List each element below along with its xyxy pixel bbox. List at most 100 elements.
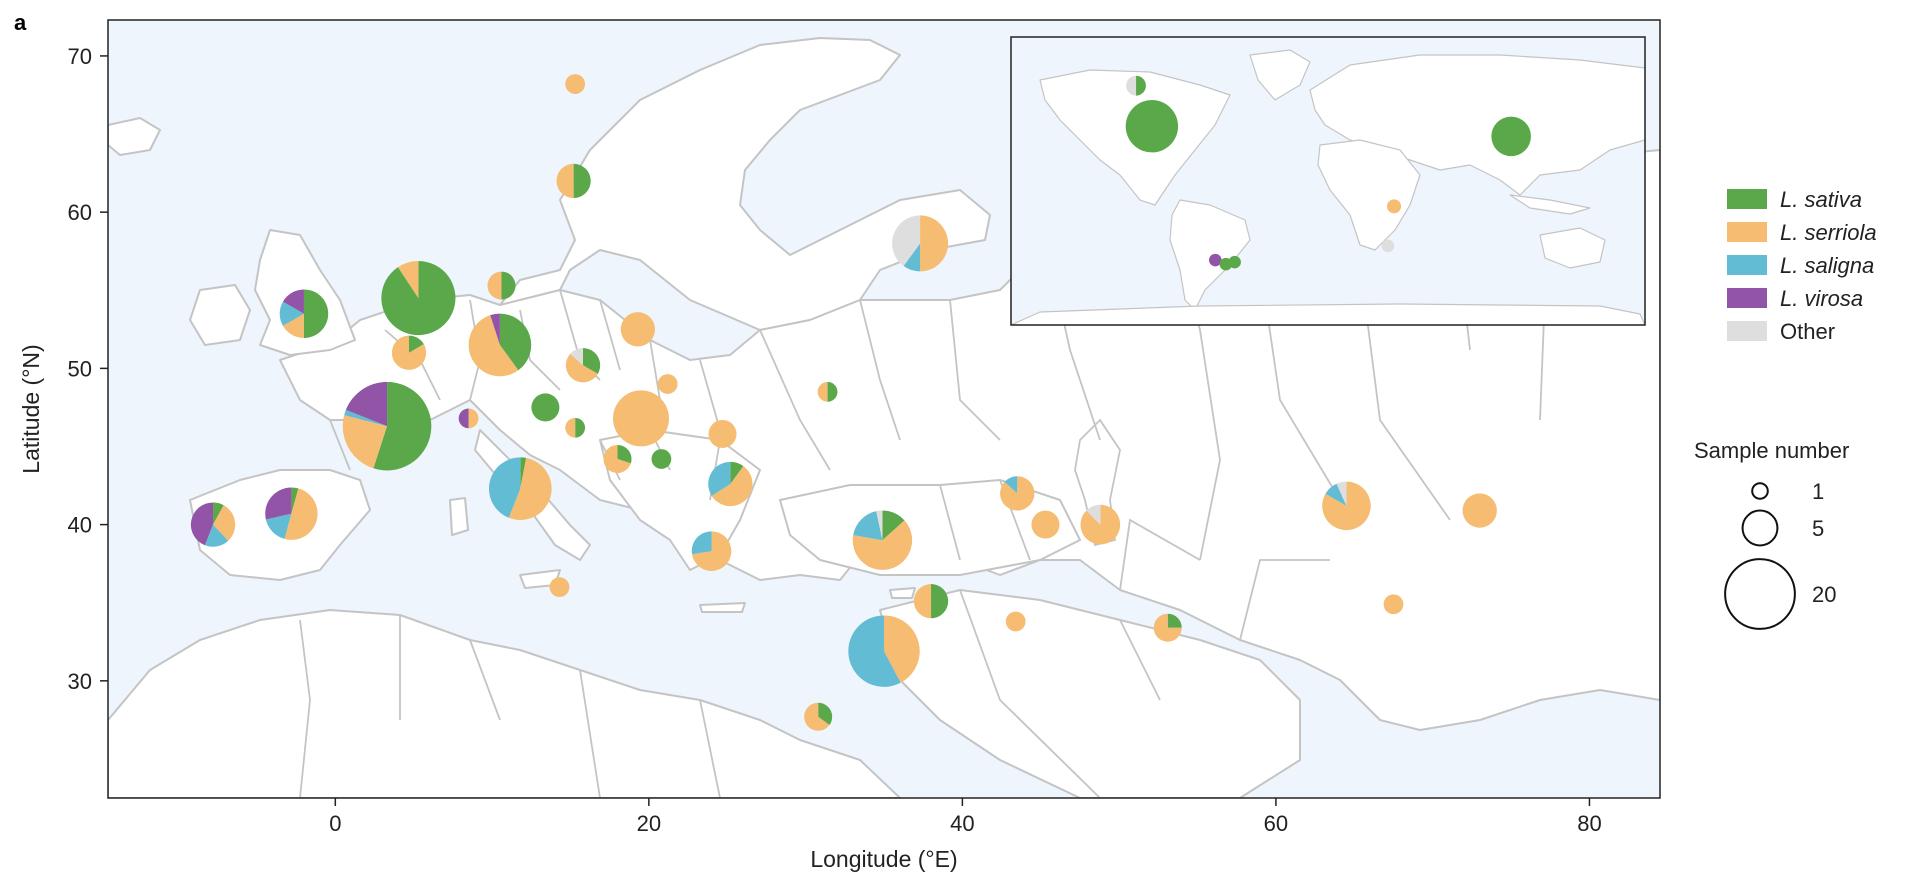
pie-slice: [490, 313, 500, 345]
land-crete: [699, 602, 746, 613]
pie-marker: [468, 313, 532, 377]
pie-slice: [892, 215, 921, 267]
pie-slice: [573, 163, 591, 199]
pie-marker: [556, 163, 591, 199]
inset-pie-marker: [1491, 116, 1531, 157]
inset-pie-marker: [1228, 255, 1241, 269]
pie-slice: [1228, 255, 1241, 269]
legend-swatch: [1727, 321, 1767, 341]
land-cyprus: [889, 587, 916, 599]
pie-slice: [284, 488, 318, 540]
pie-marker: [565, 417, 586, 438]
x-tick-label: 40: [950, 811, 974, 836]
pie-slice: [1125, 100, 1179, 153]
pie-slice: [603, 444, 631, 473]
pie-slice: [381, 261, 456, 336]
pie-slice: [468, 315, 519, 377]
pie-slice: [708, 461, 731, 496]
pie-slice: [651, 449, 672, 469]
pie-slice: [711, 466, 753, 507]
pie-slice: [565, 353, 598, 383]
pie-slice: [1381, 239, 1395, 253]
inset-world-map[interactable]: [1010, 36, 1646, 326]
pie-marker: [852, 510, 913, 570]
pie-slice: [282, 289, 304, 314]
legend-label: L. saligna: [1780, 253, 1874, 278]
pie-slice: [613, 390, 670, 447]
pie-marker: [651, 449, 672, 469]
pie-slice: [282, 313, 304, 338]
pie-slice: [620, 312, 656, 347]
inset-pie-marker: [1209, 253, 1222, 267]
pie-slice: [931, 584, 949, 619]
pie-marker: [381, 261, 456, 336]
pie-marker: [1153, 613, 1182, 642]
pie-slice: [213, 502, 224, 525]
pie-slice: [1462, 493, 1497, 528]
inset-antarctica: [1011, 303, 1645, 325]
pie-slice: [903, 243, 921, 272]
inset-greenland: [1249, 49, 1311, 101]
land-iceland: [108, 117, 161, 156]
pie-slice: [565, 417, 576, 438]
size-legend-title: Sample number: [1694, 438, 1849, 463]
land-arabia: [879, 589, 1301, 798]
pie-marker: [1383, 594, 1404, 615]
y-tick-label: 30: [68, 669, 92, 694]
pie-slice: [1383, 594, 1404, 615]
pie-slice: [265, 487, 292, 520]
pie-slice: [583, 348, 601, 374]
pie-slice: [501, 271, 516, 300]
pie-slice: [1031, 510, 1060, 539]
pie-marker: [1031, 510, 1060, 539]
inset-pie-markers: [1125, 75, 1531, 271]
pie-marker: [342, 381, 432, 471]
pie-slice: [1126, 75, 1137, 96]
pie-slice: [213, 505, 236, 541]
pie-marker: [708, 419, 737, 448]
panel-label: a: [14, 10, 27, 35]
pie-slice: [570, 348, 584, 366]
pie-slice: [303, 289, 329, 338]
legend-label: L. sativa: [1780, 187, 1862, 212]
x-tick-label: 80: [1577, 811, 1601, 836]
size-legend-value: 20: [1812, 582, 1836, 607]
pie-slice: [657, 374, 678, 394]
x-tick-label: 20: [637, 811, 661, 836]
pie-marker: [708, 461, 753, 507]
pie-slice: [617, 444, 632, 464]
size-legend-circle: [1751, 482, 1769, 500]
pie-marker: [848, 615, 920, 687]
pie-marker: [458, 408, 479, 429]
inset-africa: [1317, 139, 1421, 251]
pie-slice: [730, 461, 744, 484]
size-legend-value: 5: [1812, 516, 1824, 541]
pie-slice: [575, 417, 586, 438]
legend-swatch: [1727, 255, 1767, 275]
pie-marker: [1080, 504, 1121, 545]
pie-marker: [913, 584, 949, 619]
pie-marker: [603, 444, 632, 473]
pie-slice: [882, 510, 905, 541]
pie-marker: [487, 271, 516, 300]
size-legend-circle: [1741, 509, 1779, 547]
pie-slice: [818, 702, 833, 725]
legend-swatch: [1727, 288, 1767, 308]
pie-slice: [853, 511, 883, 541]
main-map[interactable]: [107, 19, 1661, 799]
pie-marker: [190, 502, 236, 547]
pie-slice: [1136, 75, 1146, 96]
pie-marker: [1322, 481, 1371, 531]
land-sardinia: [449, 497, 469, 536]
main-map-frame: [107, 19, 1661, 799]
pie-slice: [204, 524, 229, 547]
pie-slice: [397, 261, 419, 299]
inset-pie-marker: [1125, 100, 1179, 153]
inset-pie-marker: [1381, 239, 1395, 253]
pie-marker: [613, 390, 670, 447]
pie-slice: [1167, 613, 1182, 628]
pie-marker: [488, 457, 552, 520]
pie-slice: [691, 531, 712, 555]
legend-label: Other: [1780, 319, 1835, 344]
